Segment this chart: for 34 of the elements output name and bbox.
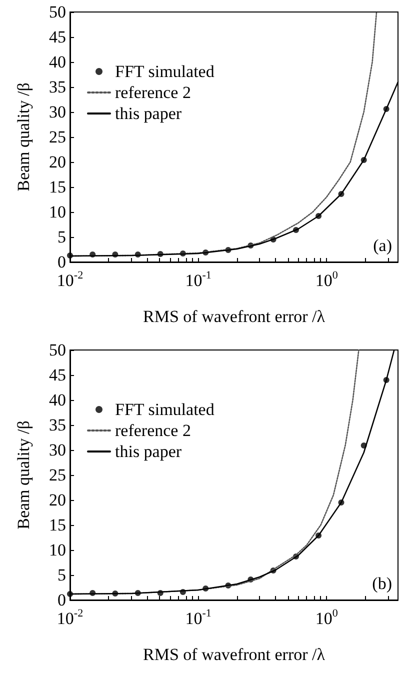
y-tick-label: 40	[49, 52, 66, 72]
legend-label: reference 2	[115, 421, 191, 440]
y-axis-title: Beam quality /β	[14, 420, 33, 530]
legend-label: reference 2	[115, 83, 191, 102]
annotation: (a)	[373, 236, 392, 255]
y-tick-label: 20	[49, 490, 66, 510]
y-tick-label: 25	[49, 466, 66, 484]
y-tick-label: 40	[49, 390, 66, 410]
y-tick-label: 20	[49, 152, 66, 172]
y-tick-label: 35	[49, 416, 66, 434]
x-axis-title: RMS of wavefront error /λ	[143, 307, 326, 326]
y-tick-label: 5	[58, 228, 66, 246]
y-tick-label: 50	[49, 2, 66, 22]
y-tick-label: 5	[58, 566, 66, 584]
y-tick-label: 50	[49, 340, 66, 360]
y-tick-label: 0	[58, 590, 66, 610]
y-tick-label: 10	[49, 202, 66, 222]
annotation: (b)	[372, 574, 392, 593]
y-axis-title: Beam quality /β	[14, 82, 33, 192]
y-tick-label: 45	[49, 28, 66, 46]
y-tick-label: 45	[49, 366, 66, 384]
x-axis-title: RMS of wavefront error /λ	[143, 645, 326, 664]
y-tick-label: 30	[49, 102, 66, 122]
y-tick-label: 25	[49, 128, 66, 146]
legend-label: this paper	[115, 104, 182, 123]
y-tick-label: 15	[49, 178, 66, 196]
y-tick-label: 30	[49, 440, 66, 460]
legend-label: this paper	[115, 442, 182, 461]
legend-label: FFT simulated	[115, 400, 215, 419]
legend-label: FFT simulated	[115, 62, 215, 81]
y-tick-label: 0	[58, 252, 66, 272]
y-tick-label: 15	[49, 516, 66, 534]
y-tick-label: 35	[49, 78, 66, 96]
y-tick-label: 10	[49, 540, 66, 560]
